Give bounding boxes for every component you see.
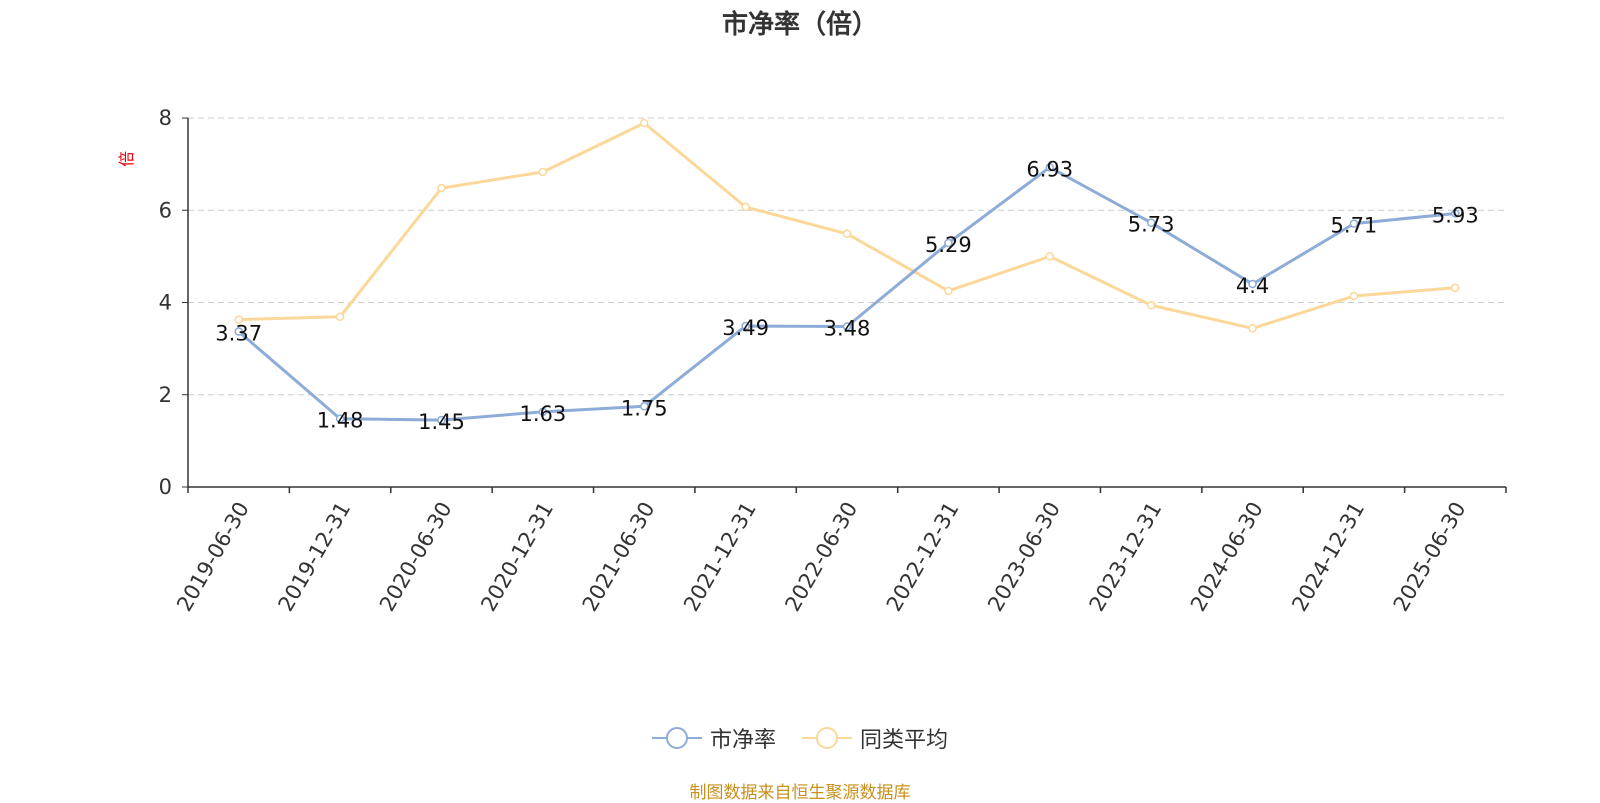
x-tick-label: 2021-06-30 bbox=[578, 498, 660, 616]
data-point bbox=[234, 315, 243, 324]
data-point bbox=[1248, 324, 1257, 333]
data-point bbox=[335, 312, 345, 322]
x-tick-label: 2022-06-30 bbox=[780, 498, 862, 616]
data-point bbox=[1045, 163, 1055, 172]
data-point bbox=[741, 202, 750, 212]
series bbox=[234, 118, 1460, 425]
data-point bbox=[1451, 283, 1460, 292]
data-point bbox=[437, 183, 446, 193]
data-point bbox=[335, 414, 345, 423]
data-point bbox=[741, 321, 750, 331]
data-point bbox=[234, 327, 243, 336]
chart-title: 市净率（倍） bbox=[721, 10, 878, 40]
x-tick-label: 2021-12-31 bbox=[679, 498, 761, 616]
x-tick-label: 2025-06-30 bbox=[1389, 498, 1471, 616]
data-point bbox=[944, 238, 953, 248]
data-label: 1.75 bbox=[621, 396, 668, 420]
legend-swatch-pb bbox=[651, 727, 702, 749]
data-label: 5.93 bbox=[1432, 203, 1479, 227]
y-tick-label: 6 bbox=[159, 198, 172, 222]
series-line-pb bbox=[237, 165, 1456, 422]
data-point bbox=[1146, 218, 1156, 227]
x-tick-label: 2024-12-31 bbox=[1287, 498, 1369, 616]
data-label: 1.45 bbox=[418, 410, 465, 434]
data-label: 1.48 bbox=[317, 409, 364, 433]
x-tick-label: 2024-06-30 bbox=[1186, 498, 1268, 616]
x-tick-label: 2023-12-31 bbox=[1085, 498, 1167, 616]
data-point bbox=[1248, 279, 1257, 289]
y-tick-label: 0 bbox=[159, 475, 172, 499]
y-tick-label: 8 bbox=[159, 106, 172, 130]
data-point bbox=[1349, 219, 1359, 228]
data-point bbox=[538, 167, 548, 177]
x-tick-label: 2019-12-31 bbox=[274, 498, 356, 616]
data-label: 4.4 bbox=[1236, 274, 1269, 298]
y-tick-label: 2 bbox=[159, 383, 172, 407]
data-point bbox=[1045, 252, 1055, 261]
data-point bbox=[944, 286, 953, 296]
legend-label-peer-average: 同类平均 bbox=[860, 728, 949, 753]
legend: 市净率 同类平均 bbox=[0, 722, 1600, 754]
data-label: 3.37 bbox=[215, 322, 262, 346]
data-point bbox=[538, 407, 548, 417]
data-point bbox=[842, 229, 852, 239]
data-point bbox=[639, 402, 649, 411]
y-axis-label: 倍 bbox=[117, 151, 136, 167]
x-tick-label: 2023-06-30 bbox=[983, 498, 1065, 616]
data-point bbox=[1451, 209, 1460, 218]
grid-lines bbox=[188, 117, 1506, 396]
data-point bbox=[842, 322, 852, 331]
data-point bbox=[1146, 301, 1156, 310]
legend-swatch-peer-average bbox=[802, 727, 852, 749]
data-point bbox=[639, 118, 649, 128]
legend-item-peer-average[interactable]: 同类平均 bbox=[802, 722, 948, 754]
data-label: 3.48 bbox=[824, 316, 871, 340]
data-label: 5.71 bbox=[1331, 214, 1378, 238]
data-point bbox=[1349, 291, 1359, 301]
x-tick-label: 2020-12-31 bbox=[476, 498, 558, 616]
y-tick-label: 4 bbox=[159, 291, 172, 315]
axes: 0 2 4 6 8 2019-06-30 2019-12-31 2020-06-30 2020-… bbox=[159, 106, 1507, 616]
legend-label-pb: 市净率 bbox=[709, 728, 776, 753]
data-label: 5.73 bbox=[1128, 213, 1175, 237]
data-label: 3.49 bbox=[722, 316, 769, 340]
data-label: 6.93 bbox=[1026, 157, 1073, 181]
data-point bbox=[437, 415, 446, 425]
data-label: 1.63 bbox=[519, 402, 566, 426]
x-tick-label: 2020-06-30 bbox=[375, 498, 457, 616]
data-label: 5.29 bbox=[925, 233, 972, 257]
x-tick-label: 2022-12-31 bbox=[882, 498, 964, 616]
x-tick-label: 2019-06-30 bbox=[172, 498, 254, 616]
data-labels: 3.37 1.48 1.45 1.63 1.75 3.49 3.48 5.29 6.93 5.73… bbox=[215, 157, 1478, 434]
series-line-peer-average bbox=[238, 121, 1456, 330]
source-note: 制图数据来自恒生聚源数据库 bbox=[689, 783, 911, 803]
legend-item-pb[interactable]: 市净率 bbox=[651, 722, 776, 754]
